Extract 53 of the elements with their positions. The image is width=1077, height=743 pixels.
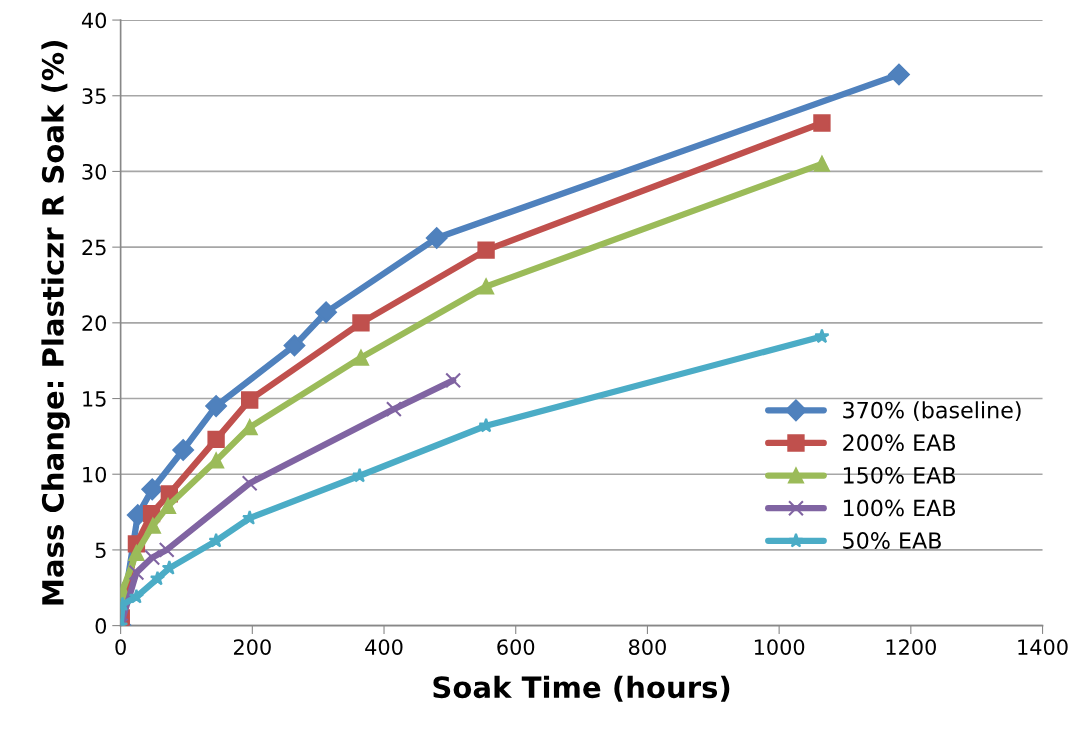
legend-label: 150% EAB bbox=[843, 466, 956, 484]
x-tick-label: 1400 bbox=[1018, 639, 1068, 655]
x-tick-label: 600 bbox=[497, 639, 535, 655]
legend-label: 200% EAB bbox=[843, 434, 956, 452]
point bbox=[128, 588, 145, 604]
y-tick-label: 40 bbox=[81, 12, 107, 29]
y-tick-label: 20 bbox=[82, 315, 107, 332]
point bbox=[207, 430, 225, 449]
point bbox=[813, 114, 831, 132]
x-tick-label: 1000 bbox=[754, 639, 805, 655]
point bbox=[144, 549, 161, 566]
point bbox=[478, 278, 495, 295]
point bbox=[241, 391, 259, 409]
y-tick-label: 30 bbox=[82, 163, 107, 180]
point bbox=[425, 227, 448, 249]
point bbox=[477, 241, 495, 259]
point bbox=[149, 570, 166, 586]
point bbox=[128, 544, 145, 561]
y-tick-label: 0 bbox=[95, 618, 107, 634]
x-tick-label: 400 bbox=[365, 639, 403, 655]
point bbox=[128, 564, 145, 581]
legend-label: 370% (baseline) bbox=[843, 401, 1021, 422]
point bbox=[144, 517, 161, 534]
y-axis-title: Mass Change: Plasticzr R Soak (%) bbox=[41, 41, 70, 605]
x-axis-title: Soak Time (hours) bbox=[433, 675, 730, 702]
point bbox=[385, 401, 402, 418]
point bbox=[241, 475, 258, 492]
point bbox=[315, 301, 337, 324]
point bbox=[445, 372, 462, 389]
x-tick-label: 0 bbox=[115, 639, 126, 655]
point bbox=[158, 541, 175, 558]
legend-label: 100% EAB bbox=[843, 499, 956, 517]
y-tick-label: 5 bbox=[95, 542, 106, 559]
point bbox=[283, 334, 306, 357]
point bbox=[208, 532, 224, 548]
point bbox=[814, 328, 830, 344]
point bbox=[161, 560, 177, 575]
point bbox=[813, 155, 830, 172]
point bbox=[888, 63, 910, 86]
x-tick-label: 800 bbox=[628, 639, 666, 655]
point bbox=[160, 498, 177, 514]
x-tick-label: 200 bbox=[233, 639, 271, 655]
y-tick-label: 10 bbox=[83, 466, 107, 483]
y-tick-label: 35 bbox=[82, 88, 106, 104]
point bbox=[141, 478, 164, 501]
y-tick-label: 15 bbox=[83, 391, 106, 407]
point bbox=[352, 349, 369, 366]
point bbox=[352, 314, 370, 332]
y-tick-label: 25 bbox=[82, 239, 106, 256]
point bbox=[205, 395, 227, 417]
legend-label: 50% EAB bbox=[843, 532, 941, 549]
x-tick-label: 1200 bbox=[886, 639, 936, 655]
point bbox=[172, 439, 195, 461]
